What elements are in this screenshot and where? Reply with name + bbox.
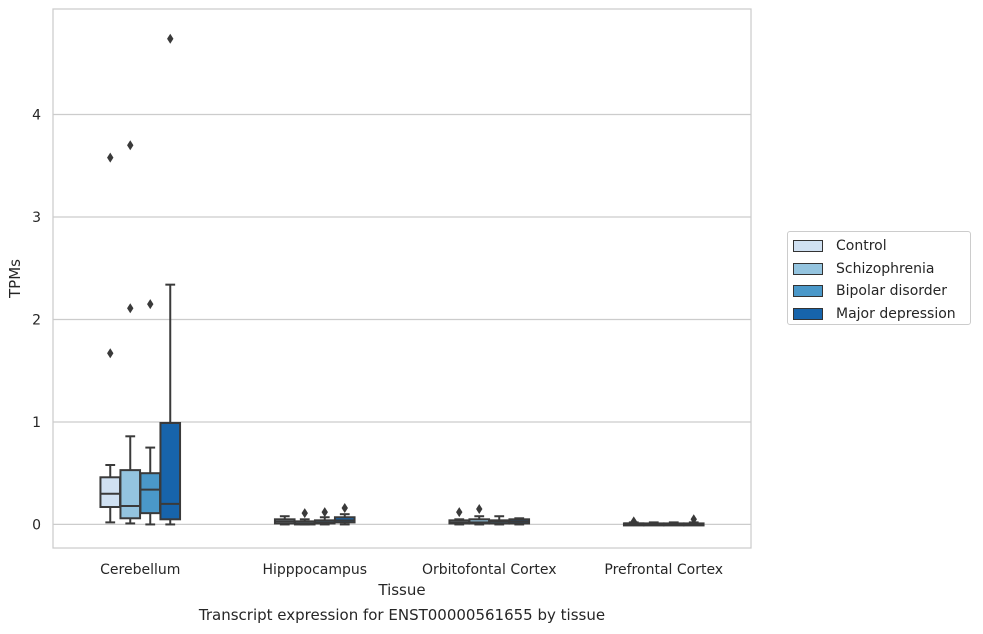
- legend-swatch: [793, 285, 823, 297]
- outlier-point: [630, 516, 637, 527]
- legend-item: Bipolar disorder: [793, 281, 947, 301]
- plot-frame: [52, 8, 752, 549]
- box: [642, 521, 665, 527]
- box: [333, 503, 356, 526]
- box: [119, 140, 142, 525]
- box-body: [99, 476, 122, 509]
- outlier-point: [321, 507, 328, 518]
- box-body: [159, 421, 182, 521]
- legend-item: Control: [793, 236, 887, 256]
- outlier-point: [456, 507, 463, 518]
- box: [293, 508, 316, 526]
- box: [159, 33, 182, 526]
- legend-swatch: [793, 307, 823, 320]
- outlier-point: [127, 140, 134, 151]
- legend-label: Control: [836, 238, 887, 254]
- outlier-point: [107, 348, 114, 359]
- x-tick-label: Hipppocampus: [262, 562, 367, 578]
- outlier-point: [167, 33, 174, 44]
- y-tick-label: 1: [32, 415, 41, 431]
- x-axis-label: Tissue: [377, 581, 425, 599]
- box: [139, 299, 162, 526]
- legend-label: Major depression: [836, 305, 956, 322]
- outlier-point: [107, 152, 114, 163]
- outlier-point: [127, 303, 134, 314]
- outlier-point: [341, 503, 348, 514]
- legend: Control Schizophrenia Bipolar disorder Majo…: [787, 231, 971, 325]
- y-tick-label: 0: [32, 517, 41, 533]
- box-body: [119, 469, 142, 520]
- y-tick-label: 3: [32, 210, 41, 226]
- box: [508, 517, 531, 526]
- box: [488, 515, 511, 526]
- x-tick-label: Orbitofontal Cortex: [422, 562, 557, 578]
- box: [682, 514, 705, 527]
- outlier-point: [147, 299, 154, 310]
- legend-swatch: [793, 240, 823, 252]
- grid-lines: [53, 113, 751, 526]
- chart-caption: Transcript expression for ENST0000056165…: [198, 606, 606, 624]
- box: [273, 515, 296, 526]
- x-tick-label: Prefrontal Cortex: [604, 562, 723, 578]
- box: [622, 516, 645, 527]
- box: [99, 152, 122, 524]
- legend-item: Major depression: [793, 304, 956, 324]
- y-tick-label: 4: [32, 108, 41, 124]
- box: [468, 504, 491, 526]
- y-axis-label: TPMs: [6, 259, 24, 299]
- legend-label: Schizophrenia: [836, 260, 935, 277]
- x-tick-labels: Cerebellum Hipppocampus Orbitofontal Corte…: [100, 562, 723, 578]
- outlier-point: [690, 514, 697, 525]
- box: [313, 507, 336, 526]
- y-tick-label: 2: [32, 312, 41, 328]
- box: [662, 521, 685, 527]
- x-tick-label: Cerebellum: [100, 562, 180, 578]
- box: [448, 507, 471, 526]
- legend-label: Bipolar disorder: [836, 283, 948, 299]
- legend-swatch: [793, 262, 823, 275]
- outlier-point: [476, 504, 483, 515]
- legend-item: Schizophrenia: [793, 259, 934, 279]
- box-body: [139, 472, 162, 515]
- box-plot-series: [99, 33, 705, 527]
- outlier-point: [301, 508, 308, 519]
- y-tick-labels: 0 1 2 3 4: [32, 108, 41, 534]
